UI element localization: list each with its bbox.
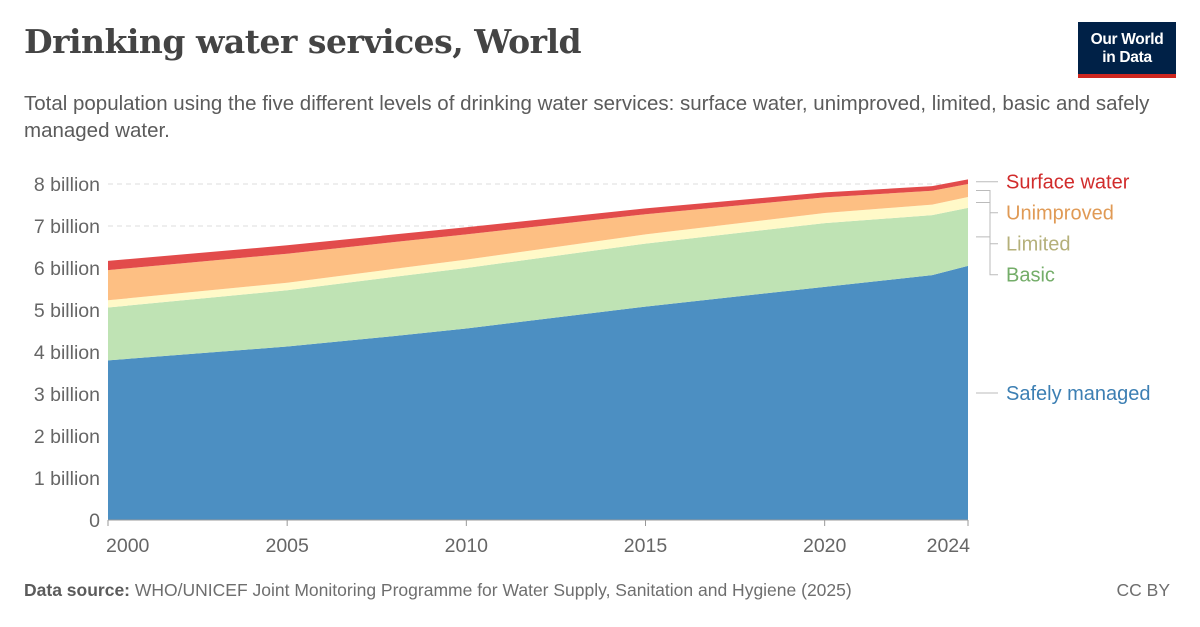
owid-logo[interactable]: Our World in Data: [1078, 22, 1176, 78]
chart-title: Drinking water services, World: [24, 22, 582, 61]
y-tick-label: 6 billion: [34, 258, 100, 280]
axis-layer: 0 1 billion 2 billion 3 billion 4 billion 5 b…: [34, 174, 970, 557]
x-tick-label: 2010: [445, 535, 489, 557]
x-tick-label: 2005: [265, 535, 309, 557]
license-link[interactable]: CC BY: [1116, 580, 1170, 600]
y-tick-label: 3 billion: [34, 384, 100, 406]
y-tick-label: 7 billion: [34, 216, 100, 238]
logo-line-1: Our World: [1090, 31, 1164, 48]
area-limited[interactable]: [108, 197, 968, 308]
y-tick-label: 2 billion: [34, 426, 100, 448]
area-unimproved[interactable]: [108, 184, 968, 301]
x-tick-label: 2015: [624, 535, 668, 557]
logo-line-2: in Data: [1102, 49, 1152, 66]
x-tick-label: 2020: [803, 535, 847, 557]
area-layer: [108, 179, 968, 520]
y-tick-label: 1 billion: [34, 468, 100, 490]
area-surface-water[interactable]: [108, 179, 968, 271]
area-basic[interactable]: [108, 207, 968, 361]
y-tick-label: 5 billion: [34, 300, 100, 322]
area-safely-managed[interactable]: [108, 265, 968, 520]
legend-label-basic[interactable]: Basic: [1006, 265, 1055, 287]
legend-layer: Safely managed Basic Limited Unimproved Surf…: [976, 172, 1151, 405]
legend-connector: [976, 236, 998, 276]
x-tick-label: 2000: [106, 535, 150, 557]
data-source-label: Data source:: [24, 580, 131, 600]
legend-label-unimproved[interactable]: Unimproved: [1006, 203, 1114, 225]
y-tick-label: 4 billion: [34, 342, 100, 364]
data-source-text[interactable]: WHO/UNICEF Joint Monitoring Programme fo…: [134, 580, 852, 600]
data-source: Data source: WHO/UNICEF Joint Monitoring…: [24, 580, 852, 601]
legend-label-surface-water[interactable]: Surface water: [1006, 172, 1130, 194]
y-tick-label: 8 billion: [34, 174, 100, 196]
legend-connector: [976, 190, 998, 214]
x-tick-label: 2024: [927, 535, 971, 557]
legend-label-safely-managed[interactable]: Safely managed: [1006, 383, 1151, 405]
chart-subtitle: Total population using the five differen…: [24, 92, 1150, 142]
y-tick-label: 0: [89, 510, 100, 532]
legend-label-limited[interactable]: Limited: [1006, 234, 1070, 256]
legend-connector: [976, 201, 998, 245]
